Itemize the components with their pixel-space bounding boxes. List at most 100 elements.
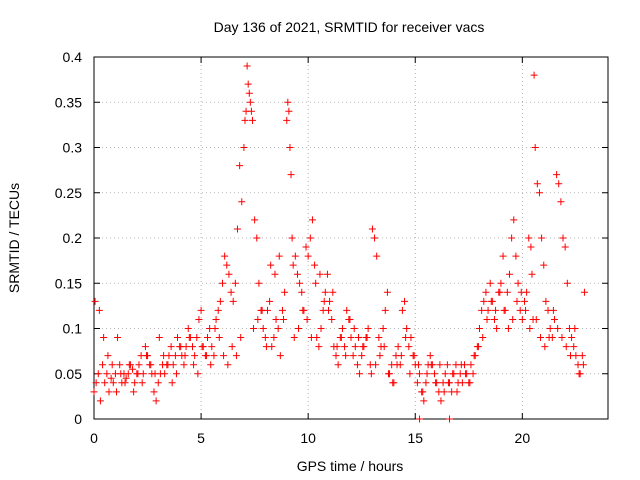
data-point: [368, 225, 376, 233]
data-point: [116, 361, 124, 369]
data-point: [470, 352, 478, 360]
x-tick-label: 5: [197, 430, 205, 446]
data-point: [510, 216, 518, 224]
data-point: [525, 234, 533, 242]
data-point: [207, 361, 215, 369]
data-point: [134, 370, 142, 378]
data-point: [124, 370, 132, 378]
data-point: [212, 315, 220, 323]
data-point: [289, 261, 297, 269]
data-point: [504, 325, 512, 332]
x-axis-label: GPS time / hours: [297, 458, 404, 474]
data-point: [195, 315, 203, 323]
data-point: [443, 361, 451, 369]
data-point: [546, 325, 554, 332]
data-point: [394, 343, 402, 351]
data-point: [288, 234, 296, 242]
y-tick-label: 0.35: [55, 94, 82, 110]
data-point: [487, 297, 495, 305]
data-point: [216, 297, 224, 305]
chart-title: Day 136 of 2021, SRMTID for receiver vac…: [214, 19, 485, 35]
data-point: [561, 243, 569, 251]
data-point: [380, 343, 388, 351]
data-point: [414, 361, 422, 369]
data-point: [520, 297, 528, 305]
data-point: [522, 306, 530, 314]
data-point: [482, 288, 490, 296]
data-point: [287, 171, 295, 179]
data-point: [422, 379, 430, 387]
data-point: [225, 270, 233, 278]
data-point: [295, 325, 303, 332]
data-point: [171, 352, 179, 360]
data-point: [215, 334, 223, 342]
x-tick-label: 10: [300, 430, 316, 446]
data-points: [90, 62, 588, 423]
data-point: [232, 352, 240, 360]
data-point: [541, 343, 549, 351]
data-point: [440, 388, 448, 396]
data-point: [571, 325, 579, 332]
data-point: [578, 352, 586, 360]
data-point: [332, 352, 340, 360]
data-point: [204, 334, 212, 342]
data-point: [432, 379, 440, 387]
data-point: [303, 315, 311, 323]
data-point: [562, 343, 570, 351]
data-point: [248, 116, 256, 124]
data-point: [233, 225, 241, 233]
data-point: [311, 261, 319, 269]
data-point: [214, 306, 222, 314]
data-point: [291, 252, 299, 260]
data-point: [457, 361, 465, 369]
data-point: [247, 107, 255, 115]
data-point: [384, 370, 392, 378]
data-point: [308, 216, 316, 224]
data-point: [531, 144, 539, 151]
data-point: [398, 306, 406, 314]
data-point: [347, 334, 355, 342]
data-point: [466, 379, 474, 387]
data-point: [406, 370, 414, 378]
data-point: [444, 379, 452, 387]
data-point: [202, 352, 210, 360]
data-point: [426, 352, 434, 360]
data-point: [299, 306, 307, 314]
data-point: [508, 234, 516, 242]
data-point: [194, 370, 202, 378]
data-point: [371, 234, 379, 242]
data-point: [307, 334, 315, 342]
data-point: [397, 352, 405, 360]
data-point: [381, 306, 389, 314]
data-point: [476, 325, 483, 332]
data-point: [94, 370, 102, 378]
y-tick-label: 0.05: [55, 366, 82, 382]
data-point: [458, 379, 466, 387]
y-tick-label: 0.25: [55, 185, 82, 201]
data-point: [211, 325, 219, 332]
data-point: [112, 388, 120, 396]
data-point: [559, 234, 567, 242]
data-point: [553, 171, 561, 179]
data-point: [189, 343, 197, 351]
data-point: [526, 325, 534, 332]
data-point: [509, 315, 517, 323]
data-point: [198, 343, 206, 351]
data-point: [312, 279, 320, 287]
data-point: [518, 315, 526, 323]
data-point: [114, 334, 122, 342]
data-point: [453, 388, 461, 396]
data-point: [129, 365, 137, 373]
data-point: [155, 334, 163, 342]
data-point: [420, 397, 428, 405]
data-point: [328, 315, 336, 323]
data-point: [109, 379, 117, 387]
data-point: [503, 288, 511, 296]
data-point: [254, 315, 262, 323]
data-point: [168, 379, 176, 387]
data-point: [333, 343, 341, 351]
data-point: [138, 379, 146, 387]
data-point: [341, 343, 349, 351]
data-point: [410, 352, 418, 360]
data-point: [296, 279, 304, 287]
